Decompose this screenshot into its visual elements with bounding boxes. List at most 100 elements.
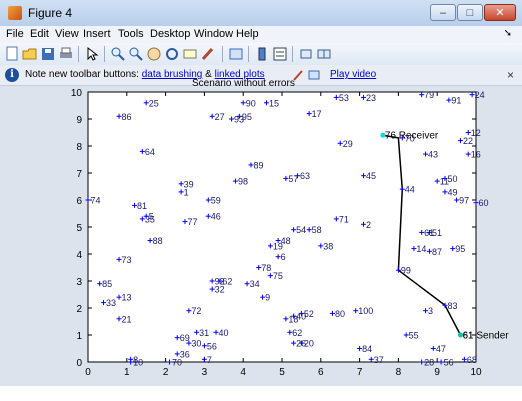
node-label: 10 [133,358,143,368]
node-label: 1 [184,187,189,197]
node-label: 75 [273,271,283,281]
close-button[interactable]: ✕ [484,4,516,21]
sender-label: 61 Sender [462,331,509,342]
node-label: 5 [149,212,154,222]
new-figure-icon[interactable] [4,46,20,62]
node-marker: 99 [395,266,411,276]
node-label: 40 [296,312,306,322]
menu-tools[interactable]: Tools [118,28,144,40]
node-label: 98 [238,177,248,187]
menu-window[interactable]: Window [194,28,234,40]
node-marker: 59 [205,196,221,206]
linked-plots-link[interactable]: linked plots [214,69,265,80]
x-tick-label: 6 [318,367,324,378]
node-marker: 97 [454,196,469,206]
node-marker: 13 [116,293,132,303]
pan-icon[interactable] [146,46,162,62]
node-marker: 47 [430,344,446,354]
menu-help[interactable]: Help [236,28,259,40]
node-label: 15 [269,98,279,108]
colorbar-icon[interactable] [254,46,270,62]
menu-edit[interactable]: Edit [30,28,49,40]
node-label: 81 [137,201,147,211]
print-icon[interactable] [58,46,74,62]
node-marker: 40 [291,312,306,322]
node-marker: 38 [318,241,333,251]
node-label: 86 [122,112,132,122]
node-marker: 84 [357,344,372,354]
title-bar[interactable]: Figure 4 – □ ✕ [0,0,522,26]
x-tick-label: 0 [85,367,91,378]
play-video-link[interactable]: Play video [330,69,377,80]
legend-icon[interactable] [272,46,288,62]
node-marker: 15 [263,98,279,108]
rotate-icon[interactable] [164,46,180,62]
pointer-icon[interactable] [84,46,100,62]
y-tick-label: 5 [76,223,82,234]
zoom-in-icon[interactable] [110,46,126,62]
hide-plot-tools-icon[interactable] [298,46,314,62]
save-icon[interactable] [40,46,56,62]
menu-file[interactable]: File [6,28,24,40]
link-plot-icon[interactable] [228,46,244,62]
data-brushing-link[interactable]: data brushing [141,69,203,80]
node-marker: 34 [244,279,260,289]
node-marker: 12 [465,128,481,138]
menu-insert[interactable]: Insert [83,28,111,40]
y-tick-label: 9 [76,115,82,126]
y-tick-label: 1 [76,331,82,342]
node-label: 91 [451,96,461,106]
menu-view[interactable]: View [55,28,79,40]
node-label: 58 [312,225,322,235]
node-label: 38 [323,241,333,251]
node-marker: 83 [442,301,457,311]
minimize-button[interactable]: – [430,4,456,21]
menu-bar: File Edit View Insert Tools Desktop Wind… [0,26,522,43]
node-marker: 9 [260,293,270,303]
zoom-out-icon[interactable] [128,46,144,62]
node-label: 79 [424,90,434,100]
node-label: 56 [207,341,217,351]
data-cursor-icon[interactable] [182,46,198,62]
node-label: 6 [281,252,286,262]
node-marker: 11 [434,177,449,187]
node-label: 62 [222,277,232,287]
node-marker: 50 [442,174,457,184]
node-label: 12 [471,128,481,138]
menu-dock-icon[interactable]: ➘ [503,28,512,39]
node-label: 18 [288,314,298,324]
node-label: 9 [265,293,270,303]
show-plot-tools-icon[interactable] [316,46,332,62]
node-marker: 44 [399,185,415,195]
node-label: 21 [122,314,132,324]
node-label: 25 [149,98,159,108]
node-marker: 1 [178,187,189,197]
node-label: 61 [463,331,473,341]
node-marker: 85 [97,279,112,289]
open-icon[interactable] [22,46,38,62]
receiver-label: 76 Receiver [385,131,439,142]
node-marker: 64 [139,147,155,157]
node-marker: 74 [85,196,101,206]
menu-desktop[interactable]: Desktop [150,28,191,40]
note-close-button[interactable]: × [506,68,514,82]
node-marker: 56 [438,358,454,368]
maximize-button[interactable]: □ [457,4,483,21]
node-marker: 81 [132,201,147,211]
brush-icon[interactable] [200,46,216,62]
node-marker: 75 [267,271,283,281]
node-label: 35 [145,214,155,224]
node-marker: 80 [329,309,345,319]
node-marker: 72 [186,306,201,316]
x-tick-label: 2 [163,367,169,378]
node-label: 29 [343,139,353,149]
y-tick-label: 8 [76,142,82,153]
link-mini-icon [308,70,320,80]
node-label: 70 [405,133,415,143]
node-marker: 27 [209,112,225,122]
node-marker: 14 [411,244,426,254]
plot-title: Scenario without errors [192,78,295,89]
node-label: 56 [444,358,454,368]
